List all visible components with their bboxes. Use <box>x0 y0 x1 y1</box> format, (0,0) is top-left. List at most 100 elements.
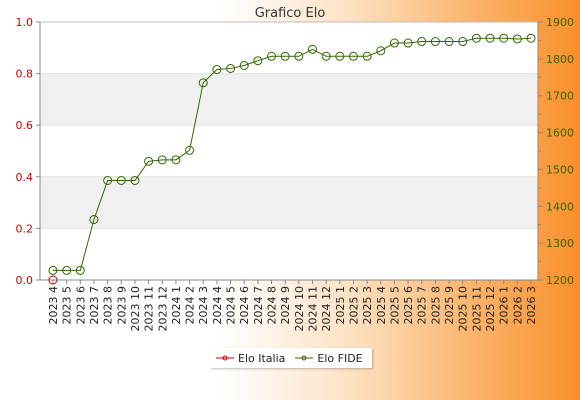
x-tick-label: 2023 10 <box>129 286 142 332</box>
x-tick-label: 2024 6 <box>238 286 251 325</box>
x-tick-label: 2025 7 <box>416 286 429 325</box>
data-point <box>157 155 167 165</box>
right-tick-label: 1800 <box>546 53 574 66</box>
x-tick-label: 2023 9 <box>115 286 128 325</box>
data-point <box>103 175 113 185</box>
data-point <box>253 56 263 66</box>
right-tick-label: 1700 <box>546 90 574 103</box>
data-point <box>458 37 468 47</box>
data-point <box>389 38 399 48</box>
data-point <box>130 175 140 185</box>
left-tick-label: 0.6 <box>16 119 34 132</box>
data-point <box>348 51 358 61</box>
legend-label-elo-fide: Elo FIDE <box>317 351 363 365</box>
x-tick-label: 2025 2 <box>347 286 360 325</box>
data-point <box>62 265 72 275</box>
data-point <box>280 51 290 61</box>
x-tick-label: 2026 3 <box>525 286 538 325</box>
data-point <box>185 145 195 155</box>
legend-item-elo-fide: Elo FIDE <box>295 351 363 365</box>
right-tick-label: 1400 <box>546 200 574 213</box>
series-elo-italia <box>48 275 58 285</box>
x-tick-label: 2024 3 <box>197 286 210 325</box>
data-point <box>485 33 495 43</box>
data-point <box>294 51 304 61</box>
data-point <box>512 34 522 44</box>
data-point <box>212 65 222 75</box>
data-point <box>471 33 481 43</box>
data-point <box>362 51 372 61</box>
x-tick-label: 2024 10 <box>293 286 306 332</box>
legend: Elo Italia Elo FIDE <box>210 348 372 368</box>
data-point <box>267 51 277 61</box>
x-tick-label: 2023 11 <box>143 286 156 332</box>
data-point <box>335 51 345 61</box>
x-tick-label: 2023 5 <box>61 286 74 325</box>
right-tick-label: 1500 <box>546 163 574 176</box>
data-point <box>321 51 331 61</box>
x-tick-label: 2024 11 <box>306 286 319 332</box>
right-tick-label: 1600 <box>546 127 574 140</box>
x-tick-label: 2025 11 <box>470 286 483 332</box>
x-tick-label: 2025 3 <box>361 286 374 325</box>
x-tick-label: 2024 1 <box>170 286 183 325</box>
data-point <box>444 37 454 47</box>
grid-band <box>40 176 538 229</box>
data-point <box>239 60 249 70</box>
data-point <box>75 265 85 275</box>
data-point <box>48 275 58 285</box>
x-tick-label: 2024 8 <box>266 286 279 325</box>
data-point <box>526 33 536 43</box>
x-tick-label: 2024 4 <box>211 286 224 325</box>
x-tick-label: 2023 12 <box>156 286 169 332</box>
left-tick-label: 0.2 <box>16 222 34 235</box>
x-tick-label: 2025 9 <box>443 286 456 325</box>
data-point <box>48 265 58 275</box>
plot-area <box>39 21 539 281</box>
legend-marker-elo-fide <box>295 355 314 361</box>
left-tick-label: 1.0 <box>16 16 34 29</box>
legend-item-elo-italia: Elo Italia <box>216 352 285 365</box>
data-point <box>376 46 386 56</box>
left-tick-label: 0.8 <box>16 68 34 81</box>
data-point <box>198 78 208 88</box>
x-tick-label: 2025 12 <box>484 286 497 332</box>
series-line <box>53 37 532 271</box>
x-axis: 2023 4 2023 5 2023 6 2023 7 2023 8 2023 9 2023… <box>40 279 538 332</box>
left-tick-label: 0.0 <box>16 274 34 287</box>
x-tick-label: 2024 7 <box>252 286 265 325</box>
x-tick-label: 2023 4 <box>47 286 60 325</box>
data-point <box>430 37 440 47</box>
x-tick-label: 2023 8 <box>102 286 115 325</box>
x-tick-label: 2025 10 <box>457 286 470 332</box>
legend-marker-elo-italia <box>216 355 234 361</box>
x-tick-label: 2025 4 <box>375 286 388 325</box>
plot-background <box>39 21 539 281</box>
right-tick-label: 1900 <box>546 16 574 29</box>
x-tick-label: 2023 7 <box>88 286 101 325</box>
grid-band <box>40 73 538 126</box>
data-point <box>307 44 317 54</box>
left-tick-label: 0.4 <box>16 171 34 184</box>
right-tick-label: 1200 <box>546 274 574 287</box>
data-point <box>417 37 427 47</box>
data-point <box>144 156 154 166</box>
data-point <box>499 33 509 43</box>
x-tick-label: 2025 5 <box>388 286 401 325</box>
legend-label-elo-italia: Elo Italia <box>238 351 286 365</box>
data-point <box>403 38 413 48</box>
data-point <box>226 63 236 73</box>
right-tick-label: 1300 <box>546 237 574 250</box>
x-tick-label: 2026 2 <box>511 286 524 325</box>
x-tick-label: 2024 5 <box>225 286 238 325</box>
data-point <box>116 175 126 185</box>
x-tick-label: 2025 8 <box>429 286 442 325</box>
x-tick-label: 2023 6 <box>74 286 87 325</box>
data-point <box>89 215 99 225</box>
x-tick-label: 2025 1 <box>334 286 347 325</box>
x-tick-label: 2025 6 <box>402 286 415 325</box>
x-tick-label: 2026 1 <box>498 286 511 325</box>
series-elo-fide <box>48 33 536 275</box>
